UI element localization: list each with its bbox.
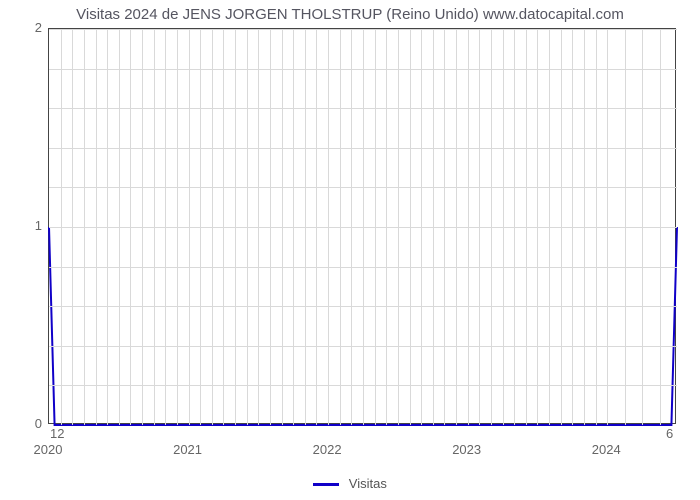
gridline-v-minor	[247, 29, 248, 425]
gridline-v-minor	[107, 29, 108, 425]
y-tick-label: 0	[18, 416, 42, 431]
x-tick-label: 2023	[452, 442, 481, 457]
gridline-v-minor	[584, 29, 585, 425]
gridline-v-minor	[456, 29, 457, 425]
x-tick-label: 2020	[34, 442, 63, 457]
gridline-v	[189, 29, 190, 425]
chart-container: Visitas 2024 de JENS JORGEN THOLSTRUP (R…	[0, 0, 700, 500]
gridline-v-minor	[316, 29, 317, 425]
gridline-v	[468, 29, 469, 425]
gridline-v-minor	[491, 29, 492, 425]
y-tick-label: 2	[18, 20, 42, 35]
gridline-v-minor	[258, 29, 259, 425]
gridline-v-minor	[177, 29, 178, 425]
gridline-v-minor	[596, 29, 597, 425]
gridline-v-minor	[223, 29, 224, 425]
gridline-v-minor	[154, 29, 155, 425]
gridline-v-minor	[96, 29, 97, 425]
gridline-v-minor	[398, 29, 399, 425]
gridline-v-minor	[433, 29, 434, 425]
chart-title: Visitas 2024 de JENS JORGEN THOLSTRUP (R…	[0, 6, 700, 23]
gridline-v	[328, 29, 329, 425]
gridline-v-minor	[270, 29, 271, 425]
gridline-v-minor	[526, 29, 527, 425]
gridline-v-minor	[386, 29, 387, 425]
gridline-v-minor	[142, 29, 143, 425]
gridline-v-minor	[514, 29, 515, 425]
gridline-v-minor	[549, 29, 550, 425]
x2-left-label: 12	[50, 426, 64, 441]
legend-swatch	[313, 483, 339, 486]
gridline-v-minor	[235, 29, 236, 425]
gridline-v-minor	[625, 29, 626, 425]
gridline-v-minor	[130, 29, 131, 425]
gridline-v-minor	[444, 29, 445, 425]
x-tick-label: 2022	[313, 442, 342, 457]
gridline-v-minor	[200, 29, 201, 425]
gridline-v-minor	[421, 29, 422, 425]
legend-label: Visitas	[349, 476, 387, 491]
gridline-v-minor	[305, 29, 306, 425]
gridline-v-minor	[165, 29, 166, 425]
x-tick-label: 2024	[592, 442, 621, 457]
plot-area	[48, 28, 676, 424]
gridline-v-minor	[212, 29, 213, 425]
gridline-v-minor	[340, 29, 341, 425]
gridline-v-minor	[72, 29, 73, 425]
gridline-v	[607, 29, 608, 425]
gridline-v-minor	[561, 29, 562, 425]
gridline-v-minor	[293, 29, 294, 425]
gridline-v-minor	[282, 29, 283, 425]
gridline-v-minor	[642, 29, 643, 425]
gridline-v-minor	[61, 29, 62, 425]
gridline-v-minor	[660, 29, 661, 425]
gridline-v-minor	[479, 29, 480, 425]
gridline-v-minor	[351, 29, 352, 425]
gridline-v-minor	[572, 29, 573, 425]
x2-right-label: 6	[666, 426, 673, 441]
y-tick-label: 1	[18, 218, 42, 233]
gridline-v-minor	[375, 29, 376, 425]
gridline-v-minor	[503, 29, 504, 425]
gridline-v-minor	[119, 29, 120, 425]
gridline-v-minor	[410, 29, 411, 425]
gridline-v-minor	[84, 29, 85, 425]
gridline-v-minor	[363, 29, 364, 425]
gridline-v-minor	[537, 29, 538, 425]
x-tick-label: 2021	[173, 442, 202, 457]
legend: Visitas	[0, 476, 700, 491]
